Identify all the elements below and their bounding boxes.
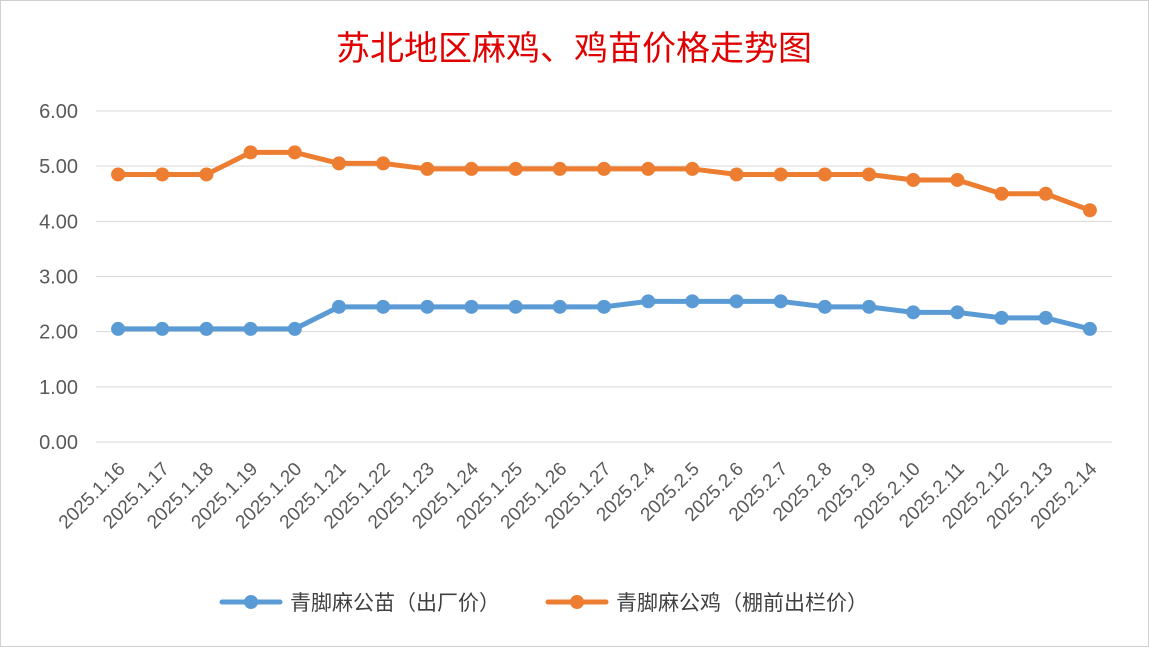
data-point — [862, 299, 877, 314]
data-point — [729, 167, 744, 182]
data-point — [508, 299, 523, 314]
data-point — [199, 321, 214, 336]
gridlines — [96, 110, 1112, 443]
data-point — [464, 161, 479, 176]
y-tick-label: 5.00 — [39, 156, 78, 178]
series-line — [115, 149, 1093, 213]
y-tick-label: 0.00 — [39, 432, 78, 454]
data-point — [817, 167, 832, 182]
data-point — [729, 294, 744, 309]
y-tick-label: 2.00 — [39, 322, 78, 344]
y-tick-label: 4.00 — [39, 211, 78, 233]
legend-item-2: 青脚麻公鸡（棚前出栏价） — [545, 591, 868, 615]
series-1 — [111, 294, 1097, 336]
data-point — [817, 299, 832, 314]
legend-marker — [570, 595, 584, 609]
legend-item-1: 青脚麻公苗（出厂价） — [219, 591, 500, 615]
data-point — [950, 172, 965, 187]
data-point — [1082, 321, 1097, 336]
data-point — [331, 299, 346, 314]
legend-label: 青脚麻公鸡（棚前出栏价） — [616, 591, 868, 615]
data-point — [331, 156, 346, 171]
data-point — [155, 167, 170, 182]
chart-title: 苏北地区麻鸡、鸡苗价格走势图 — [336, 29, 812, 69]
data-point — [111, 167, 126, 182]
data-point — [773, 167, 788, 182]
y-axis-ticks: 0.00 1.00 2.00 3.00 4.00 5.00 6.00 — [39, 101, 78, 454]
legend-label: 青脚麻公苗（出厂价） — [290, 591, 500, 615]
data-point — [597, 161, 611, 176]
data-point — [906, 172, 921, 187]
y-tick-label: 6.00 — [39, 101, 78, 123]
data-point — [243, 145, 258, 160]
data-point — [376, 156, 391, 171]
data-point — [1038, 186, 1053, 201]
data-point — [950, 305, 965, 320]
data-point — [685, 161, 700, 176]
legend: 青脚麻公苗（出厂价） 青脚麻公鸡（棚前出栏价） — [219, 591, 868, 615]
data-point — [994, 310, 1009, 325]
data-point — [773, 294, 788, 309]
data-point — [287, 321, 302, 336]
data-point — [906, 305, 921, 320]
data-point — [420, 299, 435, 314]
y-tick-label: 3.00 — [39, 267, 78, 289]
data-point — [994, 186, 1009, 201]
data-point — [155, 321, 170, 336]
y-tick-label: 1.00 — [39, 377, 78, 399]
data-point — [464, 299, 479, 314]
data-point — [243, 321, 258, 336]
series-layer — [111, 145, 1097, 336]
data-point — [552, 161, 567, 176]
data-point — [552, 299, 567, 314]
data-point — [420, 161, 435, 176]
data-point — [1038, 310, 1053, 325]
data-point — [862, 167, 877, 182]
x-axis-ticks: 2025.1.162025.1.172025.1.182025.1.192025… — [55, 458, 1102, 533]
legend-marker — [244, 595, 258, 609]
data-point — [685, 294, 700, 309]
data-point — [111, 321, 126, 336]
data-point — [597, 299, 611, 314]
series-2 — [111, 145, 1097, 218]
data-point — [376, 299, 391, 314]
data-point — [641, 161, 656, 176]
data-point — [1082, 203, 1097, 218]
data-point — [508, 161, 523, 176]
data-point — [199, 167, 214, 182]
data-point — [287, 145, 302, 160]
data-point — [641, 294, 656, 309]
